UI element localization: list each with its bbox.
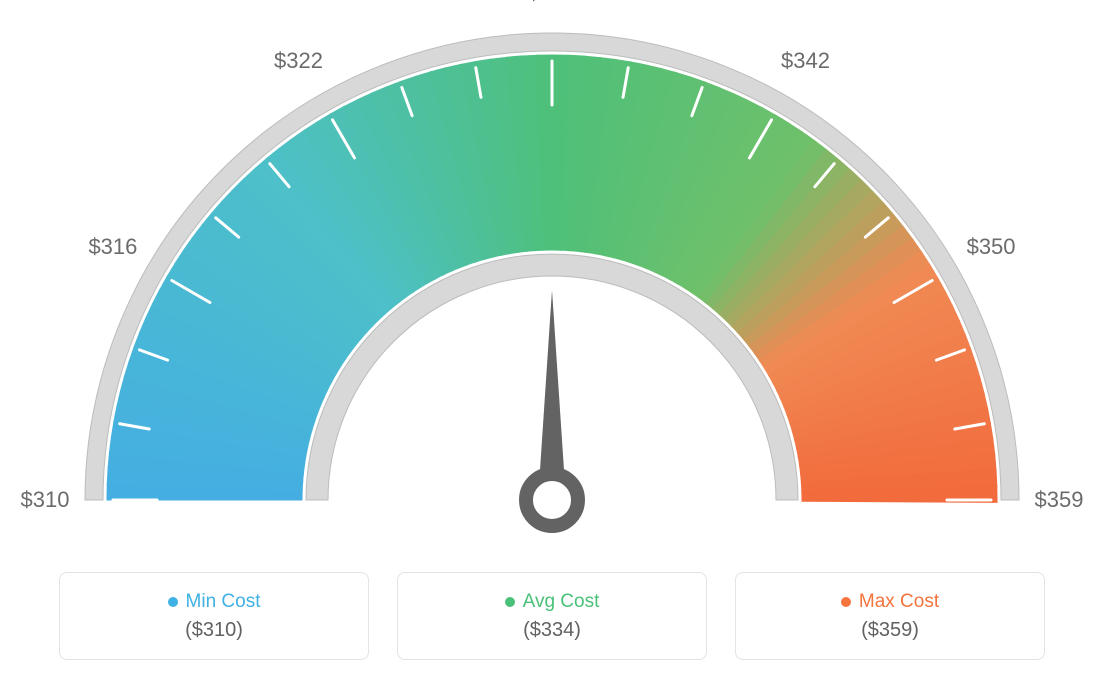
gauge-needle-hub [526, 474, 578, 526]
legend-value: ($334) [523, 619, 581, 642]
min-dot-icon [168, 597, 178, 607]
legend-top: Max Cost [841, 591, 939, 613]
legend-label: Max Cost [859, 591, 939, 613]
legend-card-avg: Avg Cost ($334) [397, 572, 707, 660]
legend-card-min: Min Cost ($310) [59, 572, 369, 660]
legend-card-max: Max Cost ($359) [735, 572, 1045, 660]
legend-top: Min Cost [168, 591, 261, 613]
gauge-svg [0, 0, 1104, 560]
gauge-tick-label: $334 [528, 0, 577, 6]
legend-label: Avg Cost [523, 591, 600, 613]
max-dot-icon [841, 597, 851, 607]
gauge-tick-label: $310 [21, 487, 70, 513]
legend-label: Min Cost [186, 591, 261, 613]
legend-value: ($310) [185, 619, 243, 642]
legend-top: Avg Cost [505, 591, 600, 613]
gauge-chart: $310 $316 $322 $334 $342 $350 $359 [0, 0, 1104, 560]
avg-dot-icon [505, 597, 515, 607]
gauge-tick-label: $350 [967, 234, 1016, 260]
legend-row: Min Cost ($310) Avg Cost ($334) Max Cost ($35… [59, 572, 1045, 660]
gauge-tick-label: $359 [1035, 487, 1084, 513]
gauge-tick-label: $342 [781, 48, 830, 74]
gauge-tick-label: $322 [274, 48, 323, 74]
legend-value: ($359) [861, 619, 919, 642]
gauge-tick-label: $316 [88, 234, 137, 260]
